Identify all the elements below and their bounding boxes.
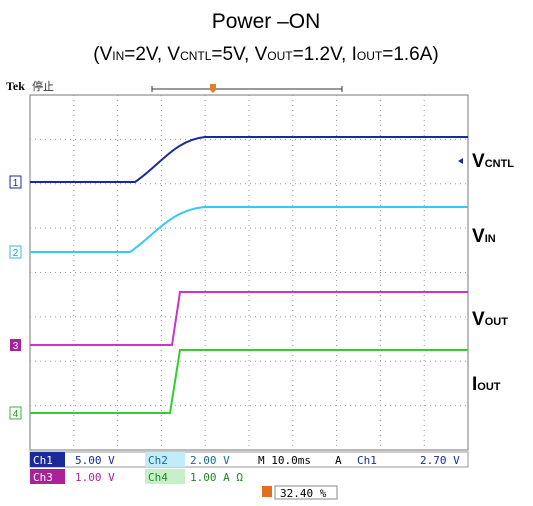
trace-label-sub: OUT — [485, 316, 509, 328]
subtitle-part: =5V, V — [211, 44, 267, 65]
readout: 1.00 V — [75, 471, 115, 484]
title: Power –ON — [212, 10, 321, 33]
screen — [29, 94, 469, 451]
readout: Ch1 — [357, 454, 377, 467]
trace-ch3 — [30, 291, 468, 346]
trace-label-base: I — [472, 374, 477, 395]
readout: Ch2 — [148, 454, 168, 467]
trigger-pos-top — [210, 84, 216, 93]
readout: 2.00 V — [190, 454, 230, 467]
readout: Ch3 — [33, 471, 53, 484]
trigger-level — [458, 158, 463, 164]
trace-label-base: V — [472, 309, 485, 330]
brand: Tek — [6, 79, 25, 93]
ch-marker-box — [9, 245, 22, 259]
subtitle-part: (V — [93, 44, 112, 65]
trace-label: VOUT — [472, 309, 508, 330]
ch-marker: 4 — [13, 409, 19, 420]
subtitle-sub: OUT — [267, 49, 293, 63]
trace-ch2 — [30, 206, 468, 253]
readout: 1.00 A Ω — [190, 471, 243, 484]
ch-marker-box — [10, 339, 21, 351]
run-state: 停止 — [32, 79, 54, 93]
trace-label-base: V — [472, 151, 485, 172]
subtitle-part: =1.6A) — [382, 44, 439, 65]
readout: A — [335, 454, 342, 467]
trace-label-sub: IN — [485, 233, 496, 245]
ch-marker-box — [9, 175, 22, 189]
readout: M 10.0ms — [258, 454, 311, 467]
readout: 2.70 V — [420, 454, 460, 467]
ch-marker: 2 — [13, 248, 19, 259]
trigger-pos-box — [274, 485, 338, 500]
subtitle-part: =1.2V, I — [293, 44, 357, 65]
readout: 5.00 V — [75, 454, 115, 467]
ch-marker: 1 — [13, 178, 19, 189]
grid — [30, 95, 468, 450]
trace-ch4 — [30, 349, 468, 414]
ch3-tag — [30, 469, 65, 484]
subtitle: (VIN=2V, VCNTL=5V, VOUT=1.2V, IOUT=1.6A) — [93, 44, 438, 65]
readout: Ch1 — [33, 454, 53, 467]
ch2-tag — [145, 452, 185, 467]
trace-ch1 — [30, 136, 468, 183]
ch-marker-box — [9, 406, 22, 420]
ch1-tag — [30, 452, 65, 467]
subtitle-sub: OUT — [357, 49, 383, 63]
record-bar — [151, 86, 343, 92]
subtitle-sub: CNTL — [180, 49, 212, 63]
ch4-tag — [145, 469, 185, 484]
trace-label: VIN — [472, 226, 496, 247]
trace-label-base: V — [472, 226, 485, 247]
subtitle-sub: IN — [112, 49, 124, 63]
trigger-icon — [262, 486, 272, 497]
subtitle-part: =2V, V — [124, 44, 180, 65]
trace-label: IOUT — [472, 374, 501, 395]
trace-label: VCNTL — [472, 151, 514, 172]
trace-label-sub: CNTL — [485, 158, 515, 170]
trace-label-sub: OUT — [477, 381, 501, 393]
ch-marker: 3 — [13, 341, 19, 352]
readout: Ch4 — [148, 471, 168, 484]
readout: 32.40 % — [280, 487, 327, 500]
